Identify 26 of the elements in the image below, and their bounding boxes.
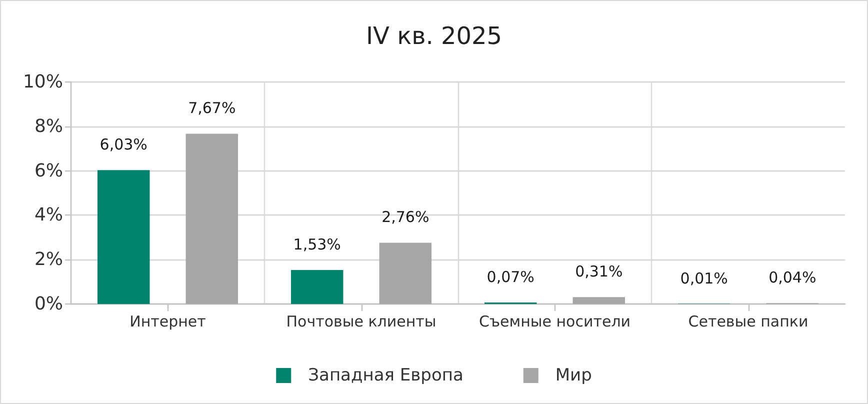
x-tick-label: Сетевые папки xyxy=(688,312,808,330)
x-tick-label: Почтовые клиенты xyxy=(286,312,436,330)
bar xyxy=(186,134,238,304)
y-tick-label: 0% xyxy=(34,294,63,314)
y-tick-label: 8% xyxy=(34,116,63,137)
chart-title: IV кв. 2025 xyxy=(366,22,502,50)
legend-label: Западная Европа xyxy=(308,366,464,386)
y-tick-label: 4% xyxy=(34,204,63,226)
bar xyxy=(379,242,432,304)
data-label: 2,76% xyxy=(382,208,430,226)
data-label: 6,03% xyxy=(100,136,148,154)
y-tick-label: 10% xyxy=(22,72,63,92)
data-label: 0,07% xyxy=(486,268,534,286)
y-tick-label: 2% xyxy=(34,249,63,270)
x-tick-label: Съемные носители xyxy=(478,312,631,330)
bar xyxy=(572,297,626,304)
y-tick-label: 6% xyxy=(34,160,63,182)
data-label: 0,31% xyxy=(575,262,623,281)
bar xyxy=(97,170,150,304)
data-label: 0,01% xyxy=(680,269,728,288)
data-label: 7,67% xyxy=(188,99,236,118)
x-tick-label: Интернет xyxy=(130,312,206,330)
legend-label: Мир xyxy=(555,366,592,386)
data-label: 1,53% xyxy=(293,236,341,254)
bar xyxy=(290,270,344,304)
data-label: 0,04% xyxy=(768,268,816,287)
